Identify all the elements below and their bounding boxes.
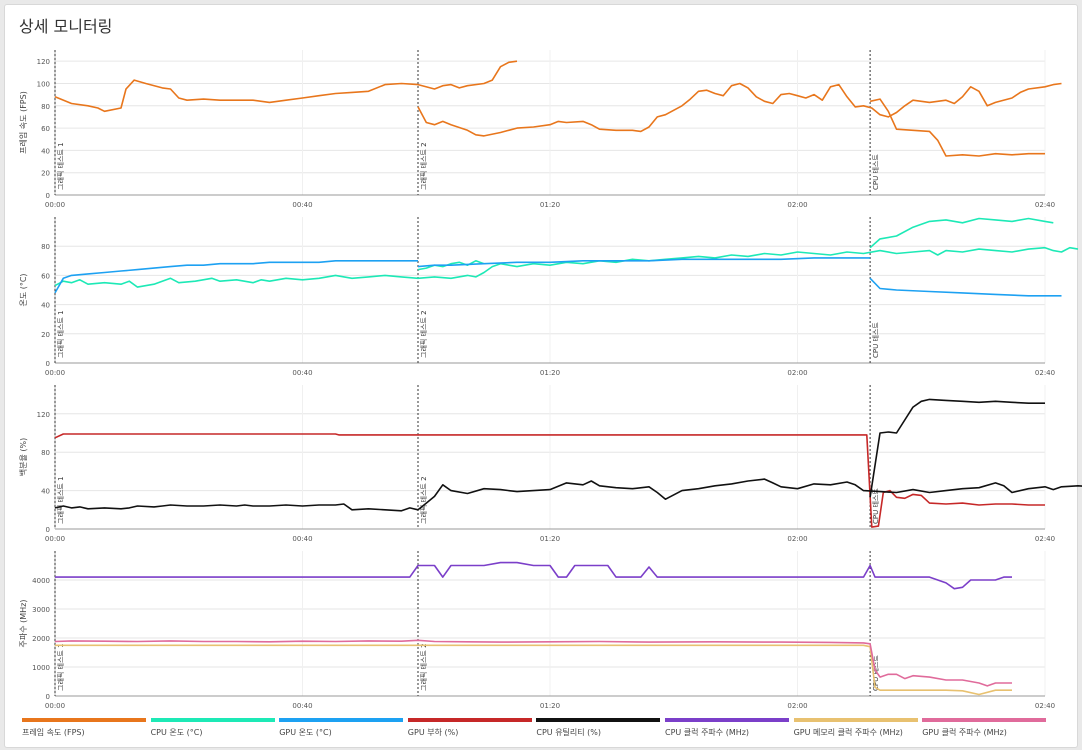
test-marker-label: 그래픽 테스트 2	[419, 476, 428, 524]
legend-swatch	[793, 718, 918, 722]
legend-swatch	[407, 718, 532, 722]
test-marker-label: 그래픽 테스트 1	[56, 310, 65, 358]
test-marker-label: 그래픽 테스트 2	[419, 643, 428, 691]
y-tick-label: 100	[37, 80, 50, 88]
y-tick-label: 80	[41, 449, 50, 457]
y-tick-label: 120	[37, 411, 50, 419]
legend-label: CPU 온도 (°C)	[150, 728, 203, 737]
series-line	[417, 257, 871, 268]
x-tick-label: 02:00	[787, 201, 807, 209]
x-tick-label: 02:40	[1035, 201, 1055, 209]
y-tick-label: 20	[41, 170, 50, 178]
legend-swatch	[536, 718, 661, 722]
legend-item[interactable]: GPU 클럭 주파수 (MHz)	[922, 718, 1047, 738]
x-tick-label: 02:00	[787, 702, 807, 710]
series-line	[417, 82, 1062, 137]
test-marker-label: 그래픽 테스트 2	[419, 142, 428, 190]
series-line	[54, 60, 518, 113]
series-line	[869, 277, 1062, 297]
y-tick-label: 0	[46, 526, 50, 534]
legend-item[interactable]: GPU 부하 (%)	[407, 718, 532, 738]
legend-label: CPU 클럭 주파수 (MHz)	[665, 728, 750, 737]
test-marker-label: 그래픽 테스트 2	[419, 310, 428, 358]
x-tick-label: 02:40	[1035, 369, 1055, 377]
legend-item[interactable]: 프레임 속도 (FPS)	[22, 718, 146, 738]
x-tick-label: 02:00	[787, 535, 807, 543]
y-axis-label: 주파수 (MHz)	[19, 600, 28, 648]
y-tick-label: 0	[46, 360, 50, 368]
x-tick-label: 01:20	[540, 702, 560, 710]
y-tick-label: 120	[37, 58, 50, 66]
y-axis-label: 온도 (°C)	[19, 273, 28, 306]
x-tick-label: 00:40	[292, 535, 312, 543]
test-marker-label: 그래픽 테스트 1	[56, 476, 65, 524]
test-marker-label: CPU 테스트	[872, 322, 880, 358]
test-marker-label: CPU 테스트	[872, 154, 880, 190]
series-line	[869, 217, 1054, 249]
x-tick-label: 00:00	[45, 201, 65, 209]
y-tick-label: 60	[41, 272, 50, 280]
y-axis-label: 프레임 속도 (FPS)	[19, 91, 28, 154]
y-tick-label: 60	[41, 125, 50, 133]
series-line	[869, 398, 1045, 498]
legend-item[interactable]: CPU 온도 (°C)	[150, 718, 275, 738]
x-tick-label: 01:20	[540, 201, 560, 209]
legend-swatch	[922, 718, 1047, 722]
x-tick-label: 02:40	[1035, 702, 1055, 710]
y-tick-label: 80	[41, 103, 50, 111]
legend-label: CPU 유틸리티 (%)	[536, 728, 602, 737]
legend-item[interactable]: CPU 클럭 주파수 (MHz)	[665, 718, 789, 738]
legend-label: GPU 부하 (%)	[407, 728, 459, 737]
series-line	[54, 478, 1082, 512]
x-tick-label: 02:00	[787, 369, 807, 377]
y-tick-label: 1000	[32, 664, 50, 672]
series-line	[54, 260, 418, 294]
y-tick-label: 40	[41, 488, 50, 496]
series-line	[54, 639, 1012, 687]
legend-item[interactable]: GPU 메모리 클럭 주파수 (MHz)	[793, 718, 918, 738]
y-tick-label: 4000	[32, 577, 50, 585]
page-title: 상세 모니터링	[19, 17, 113, 36]
test-marker-label: CPU 테스트	[872, 488, 880, 524]
x-tick-label: 00:40	[292, 369, 312, 377]
x-tick-label: 00:00	[45, 535, 65, 543]
test-marker-label: 그래픽 테스트 1	[56, 142, 65, 190]
series-line	[54, 246, 1079, 288]
series-line	[869, 98, 1045, 157]
legend-swatch	[150, 718, 275, 722]
series-line	[55, 561, 1012, 590]
y-axis-label: 백분율 (%)	[18, 438, 28, 476]
legend: 프레임 속도 (FPS) CPU 온도 (°C) GPU 온도 (°C) GPU 부하…	[22, 718, 1052, 742]
y-tick-label: 2000	[32, 635, 50, 643]
x-tick-label: 00:00	[45, 702, 65, 710]
series-line	[417, 260, 485, 271]
legend-item[interactable]: GPU 온도 (°C)	[279, 718, 404, 738]
y-tick-label: 40	[41, 147, 50, 155]
series-line	[55, 644, 1012, 696]
x-tick-label: 02:40	[1035, 535, 1055, 543]
y-tick-label: 3000	[32, 606, 50, 614]
legend-swatch	[22, 718, 146, 722]
x-tick-label: 00:40	[292, 201, 312, 209]
y-tick-label: 0	[46, 192, 50, 200]
legend-label: GPU 온도 (°C)	[279, 728, 332, 737]
test-marker-label: 그래픽 테스트 1	[56, 643, 65, 691]
x-tick-label: 01:20	[540, 369, 560, 377]
y-tick-label: 0	[46, 693, 50, 701]
x-tick-label: 00:00	[45, 369, 65, 377]
legend-item[interactable]: CPU 유틸리티 (%)	[536, 718, 661, 738]
y-tick-label: 40	[41, 302, 50, 310]
legend-label: 프레임 속도 (FPS)	[22, 728, 85, 737]
legend-label: GPU 클럭 주파수 (MHz)	[922, 728, 1007, 737]
legend-swatch	[665, 718, 789, 722]
charts-area: 0 20 40 60 80 100 120 00:00 00:40 01:20 02:00 02:40…	[18, 50, 1082, 710]
y-tick-label: 20	[41, 331, 50, 339]
x-tick-label: 01:20	[540, 535, 560, 543]
x-tick-label: 00:40	[292, 702, 312, 710]
y-tick-label: 80	[41, 243, 50, 251]
legend-label: GPU 메모리 클럭 주파수 (MHz)	[793, 728, 903, 737]
legend-swatch	[279, 718, 404, 722]
